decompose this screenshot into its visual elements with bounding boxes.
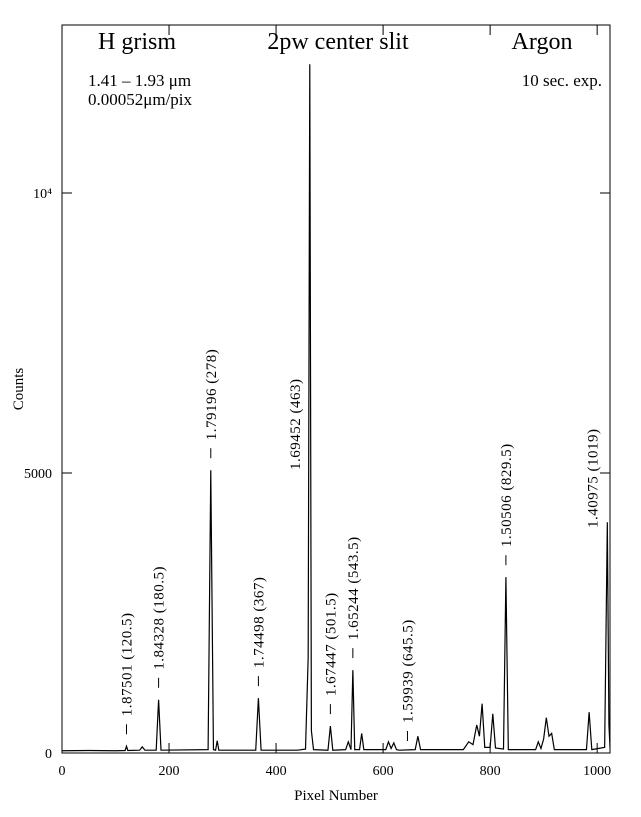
- plot-frame: [61, 24, 611, 754]
- spectrum-line: [61, 64, 611, 752]
- y-tick-label: 10⁴: [33, 187, 52, 202]
- annotation: 1.84328 (180.5): [152, 566, 168, 670]
- chart-title: Argon: [512, 29, 573, 55]
- annotation: 1.69452 (463): [288, 379, 304, 471]
- x-tick-label: 800: [480, 764, 501, 779]
- annotation: 1.40975 (1019): [585, 429, 601, 529]
- x-tick-label: 200: [159, 764, 180, 779]
- annotation: 1.74498 (367): [251, 577, 267, 669]
- x-tick-label: 0: [59, 764, 66, 779]
- annotation: 1.65244 (543.5): [346, 536, 362, 640]
- chart-title: H grism: [98, 29, 176, 55]
- x-tick-label: 600: [373, 764, 394, 779]
- annotation: 1.50506 (829.5): [499, 443, 515, 547]
- note: 1.41 – 1.93 μm: [88, 71, 191, 90]
- annotation: 1.67447 (501.5): [323, 592, 339, 696]
- x-tick-label: 1000: [583, 764, 611, 779]
- y-tick-label: 5000: [24, 467, 52, 482]
- y-axis-label: Counts: [11, 368, 27, 411]
- note: 0.00052μm/pix: [88, 90, 193, 109]
- annotation: 1.59939 (645.5): [400, 619, 416, 723]
- chart-title: 2pw center slit: [267, 29, 409, 55]
- note: 10 sec. exp.: [522, 71, 602, 90]
- x-axis-label: Pixel Number: [294, 788, 378, 804]
- x-tick-label: 400: [266, 764, 287, 779]
- annotation: 1.87501 (120.5): [119, 613, 135, 717]
- annotation: 1.79196 (278): [204, 349, 220, 441]
- y-tick-label: 0: [45, 747, 52, 762]
